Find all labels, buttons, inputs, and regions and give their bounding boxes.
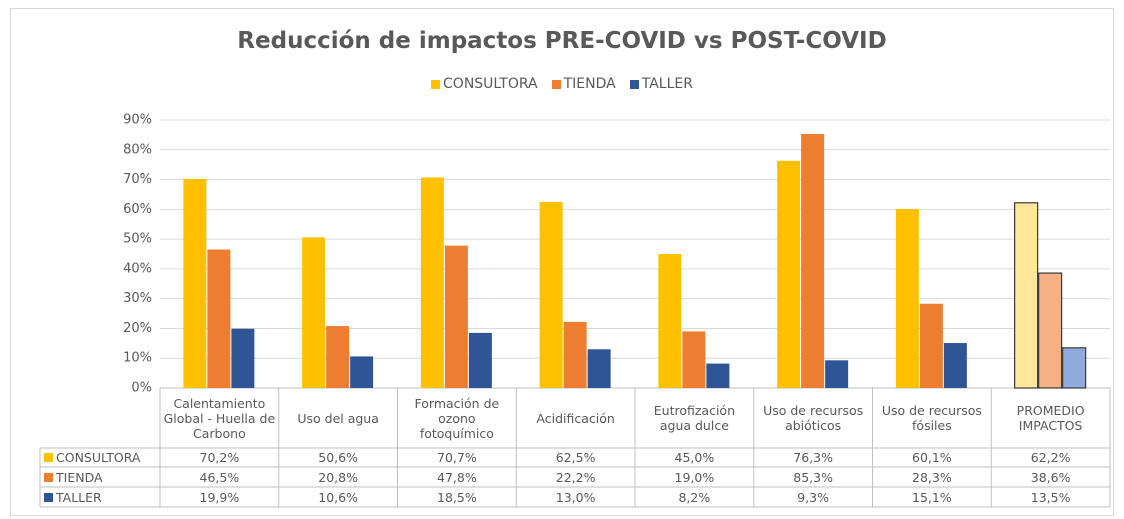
legend-swatch <box>44 472 53 482</box>
data-label: 13,5% <box>1030 489 1071 505</box>
bar <box>326 326 350 388</box>
legend-swatch <box>551 79 561 89</box>
legend: CONSULTORA TIENDA TALLER <box>0 76 1124 92</box>
legend-swatch <box>44 453 53 462</box>
data-label: 15,1% <box>912 489 952 505</box>
bar <box>231 328 255 388</box>
y-tick-label: 0% <box>131 381 152 396</box>
data-label: 38,6% <box>1030 469 1071 485</box>
data-label: 70,7% <box>437 450 477 465</box>
legend-swatch <box>44 492 53 502</box>
legend-item: CONSULTORA <box>431 76 538 92</box>
legend-swatch <box>629 79 639 89</box>
bar <box>777 160 801 388</box>
bar <box>1014 202 1039 389</box>
legend-item: TALLER <box>629 76 693 92</box>
bar <box>682 331 706 388</box>
data-label: 85,3% <box>793 469 833 485</box>
data-label: 19,9% <box>199 489 240 505</box>
bar <box>350 356 374 388</box>
data-label: 10,6% <box>318 489 358 505</box>
y-tick-label: 20% <box>123 321 152 336</box>
data-label: 62,2% <box>1030 450 1071 465</box>
data-label: 60,1% <box>912 450 952 465</box>
table-row-header: TIENDA <box>40 467 160 487</box>
data-label: 19,0% <box>674 469 715 485</box>
y-tick-label: 30% <box>123 291 152 306</box>
bar <box>943 343 967 388</box>
y-tick-label: 90% <box>123 113 152 128</box>
data-label: 50,6% <box>318 450 358 465</box>
data-label: 13,0% <box>555 489 596 505</box>
bar <box>825 360 849 388</box>
legend-label: TIENDA <box>563 76 616 92</box>
bar <box>1038 272 1063 389</box>
table-row-header: TALLER <box>40 487 160 507</box>
bar <box>183 178 207 388</box>
y-tick-label: 10% <box>123 351 152 366</box>
x-tick-label: Acidificación <box>536 410 615 426</box>
data-label: 9,3% <box>797 489 829 505</box>
x-tick-label: Calentamiento Global - Huella de Carbono <box>163 395 276 441</box>
legend-label: TIENDA <box>56 469 103 485</box>
bar <box>895 209 919 388</box>
x-tick-label: Formación de ozono fotoquímico <box>414 395 500 441</box>
bar <box>919 303 943 388</box>
data-label: 8,2% <box>678 489 711 505</box>
data-label: 62,5% <box>555 450 596 465</box>
y-tick-label: 60% <box>123 202 152 217</box>
bar <box>706 363 730 388</box>
legend-label: CONSULTORA <box>56 450 141 465</box>
data-label: 18,5% <box>437 489 477 505</box>
legend-label: CONSULTORA <box>443 76 538 92</box>
data-label: 22,2% <box>555 469 596 485</box>
bar <box>658 254 682 388</box>
data-label: 45,0% <box>674 450 715 465</box>
x-tick-label: PROMEDIO IMPACTOS <box>1016 403 1085 433</box>
x-tick-label: Uso de recursos fósiles <box>881 403 982 433</box>
x-tick-label: Uso del agua <box>297 410 379 426</box>
data-label: 46,5% <box>199 469 240 485</box>
data-label: 28,3% <box>912 469 952 485</box>
x-tick-label: Uso de recursos abióticos <box>763 403 864 433</box>
bar <box>302 237 326 388</box>
data-label: 20,8% <box>318 469 358 485</box>
x-tick-label: Eutrofización agua dulce <box>653 403 735 433</box>
bar <box>468 332 492 388</box>
y-tick-label: 70% <box>123 172 152 187</box>
bar <box>1062 347 1087 389</box>
y-tick-label: 40% <box>123 261 152 276</box>
bar <box>587 349 611 388</box>
bar <box>563 321 587 388</box>
y-tick-label: 50% <box>123 232 152 247</box>
table-row-header: CONSULTORA <box>40 448 160 467</box>
chart-frame <box>10 8 1114 516</box>
bar <box>420 177 444 388</box>
bar <box>207 249 231 388</box>
chart-title: Reducción de impactos PRE-COVID vs POST-… <box>237 28 887 54</box>
legend-label: TALLER <box>56 489 102 505</box>
legend-swatch <box>431 79 441 89</box>
data-label: 47,8% <box>437 469 477 485</box>
data-label: 70,2% <box>199 450 240 465</box>
y-tick-label: 80% <box>123 142 152 157</box>
legend-item: TIENDA <box>551 76 616 92</box>
data-label: 76,3% <box>793 450 833 465</box>
legend-label: TALLER <box>641 76 693 92</box>
bar <box>539 201 563 388</box>
bar <box>444 245 468 388</box>
bar <box>801 133 825 388</box>
